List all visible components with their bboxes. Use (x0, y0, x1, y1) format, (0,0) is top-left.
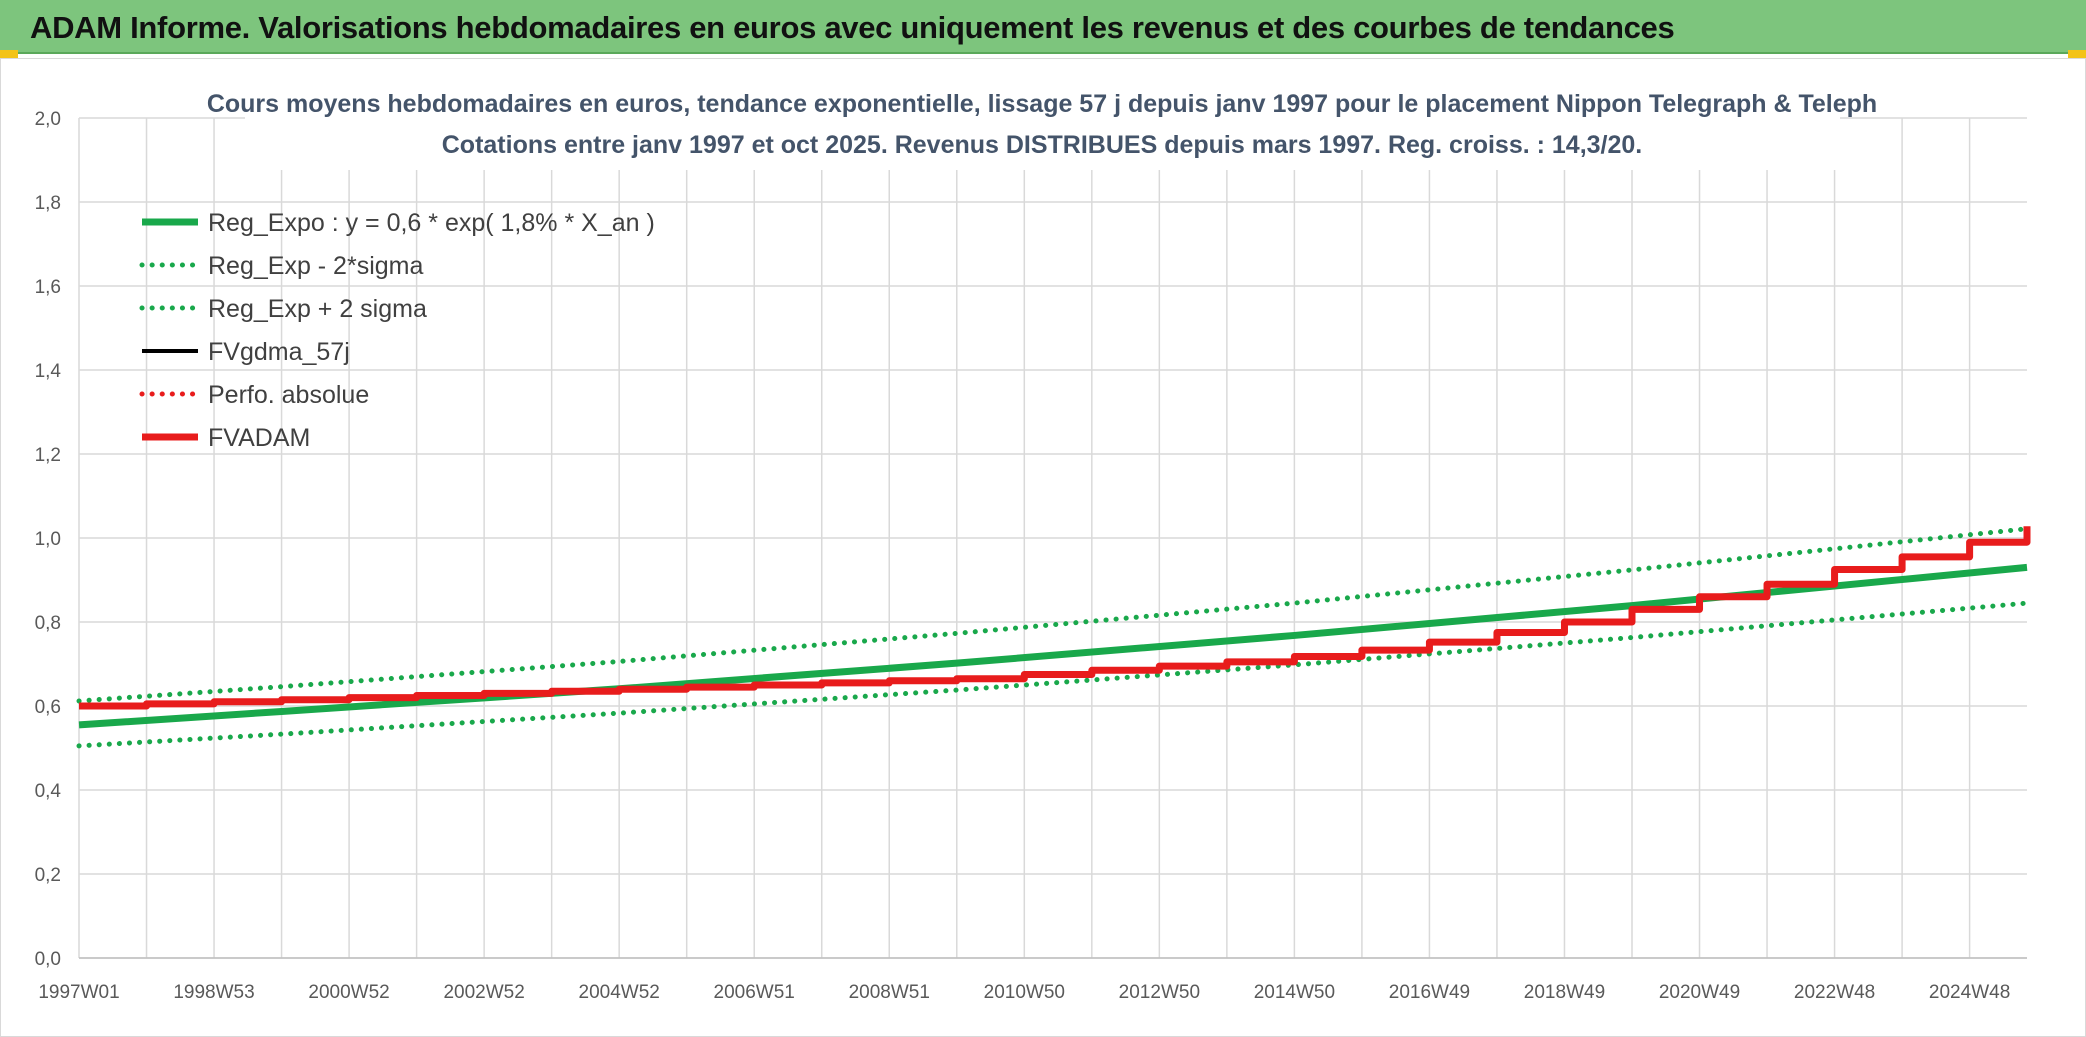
legend-label-1: Reg_Exp - 2*sigma (208, 252, 423, 280)
y-tick-label: 0,2 (35, 865, 61, 886)
x-tick-label: 1998W53 (173, 982, 254, 1003)
x-tick-label: 2014W50 (1254, 982, 1335, 1003)
x-tick-label: 2008W51 (849, 982, 930, 1003)
x-tick-label: 2018W49 (1524, 982, 1605, 1003)
y-tick-label: 0,8 (35, 613, 61, 634)
x-tick-label: 2012W50 (1119, 982, 1200, 1003)
legend-label-5: FVADAM (208, 424, 310, 452)
series-line-2 (76, 526, 2030, 704)
y-tick-label: 0,4 (35, 781, 62, 802)
y-tick-label: 1,4 (35, 361, 62, 382)
legend-label-4: Perfo. absolue (208, 381, 369, 409)
y-tick-label: 0,0 (35, 949, 61, 970)
x-tick-label: 2002W52 (443, 982, 524, 1003)
x-tick-label: 2010W50 (984, 982, 1065, 1003)
x-tick-label: 2024W48 (1929, 982, 2010, 1003)
series-line-0 (78, 563, 2028, 729)
x-tick-label: 2020W49 (1659, 982, 1740, 1003)
chart-title-background (245, 82, 1840, 170)
x-tick-label: 2022W48 (1794, 982, 1875, 1003)
y-tick-label: 1,6 (35, 277, 61, 298)
x-tick-label: 2016W49 (1389, 982, 1470, 1003)
y-tick-label: 2,0 (35, 109, 61, 130)
corner-mark-right (2068, 50, 2086, 58)
legend-label-2: Reg_Exp + 2 sigma (208, 295, 427, 323)
x-tick-label: 2004W52 (579, 982, 660, 1003)
x-tick-label: 2006W51 (714, 982, 795, 1003)
y-axis-labels: 0,0 0,2 0,4 0,6 0,8 1,0 1,2 1,4 1,6 1,8 2,0 (35, 109, 62, 970)
x-tick-label: 1997W01 (38, 982, 119, 1003)
chart-title-line-2: Cotations entre janv 1997 et oct 2025. R… (442, 131, 1643, 159)
series-group (76, 526, 2031, 749)
legend-label-0: Reg_Expo : y = 0,6 * exp( 1,8% * X_an ) (208, 209, 655, 237)
y-tick-label: 0,6 (35, 697, 61, 718)
series-line-5 (79, 526, 2031, 710)
page-title: ADAM Informe. Valorisations hebdomadaire… (30, 10, 1675, 45)
y-tick-label: 1,0 (35, 529, 61, 550)
header-banner: ADAM Informe. Valorisations hebdomadaire… (0, 0, 2086, 54)
corner-mark-left (0, 50, 18, 58)
legend-label-3: FVgdma_57j (208, 338, 350, 366)
grid (78, 117, 2027, 959)
y-tick-label: 1,8 (35, 193, 61, 214)
chart-title-line-1: Cours moyens hebdomadaires en euros, ten… (207, 90, 1877, 118)
legend: Reg_Expo : y = 0,6 * exp( 1,8% * X_an ) R… (139, 209, 655, 452)
x-axis-labels: 1997W01 1998W53 2000W52 2002W52 2004W52 2006W… (38, 982, 2010, 1003)
series-line-1 (76, 600, 2030, 749)
y-tick-label: 1,2 (35, 445, 61, 466)
x-tick-label: 2000W52 (308, 982, 389, 1003)
